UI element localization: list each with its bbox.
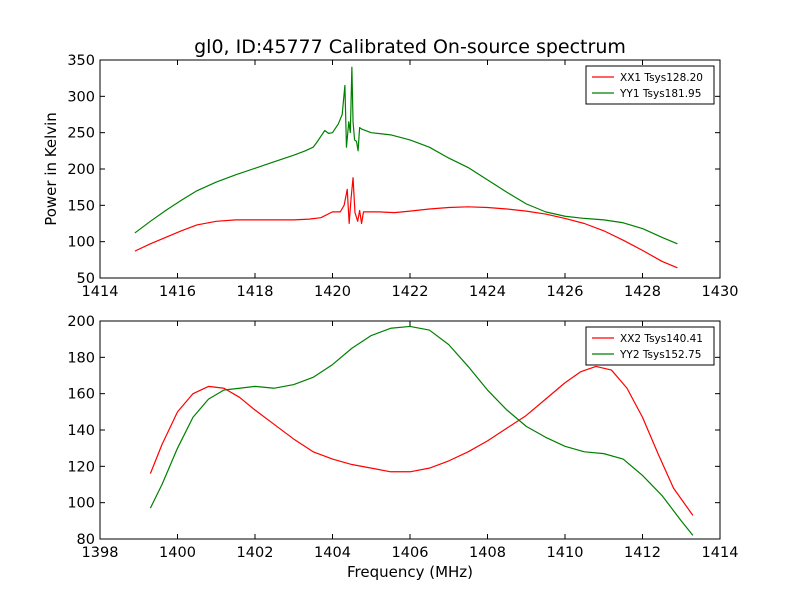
top-chart-x-tick-label: 1428: [624, 284, 661, 300]
bottom-chart-legend-box: [585, 326, 715, 366]
top-chart-y-tick-label: 200: [67, 162, 95, 178]
top-chart-y-axis-label: Power in Kelvin: [42, 112, 60, 226]
bottom-chart-x-tick-label: 1402: [237, 545, 274, 561]
bottom-chart-x-tick-label: 1414: [702, 545, 739, 561]
bottom-chart-x-tick-label: 1412: [624, 545, 661, 561]
top-chart-series-line-1: [134, 177, 678, 269]
bottom-chart-x-tick-label: 1400: [159, 545, 196, 561]
top-chart-y-tick-label: 300: [67, 89, 95, 105]
top-chart-plot: 1414 1416 1418 1420 1422 1424 1426 1428 1430 50 10…: [67, 53, 738, 300]
top-chart-x-tick-label: 1414: [82, 284, 119, 300]
top-chart-x-tick-label: 1422: [392, 284, 429, 300]
top-chart-x-tick-label: 1418: [237, 284, 274, 300]
top-chart-title: gl0, ID:45777 Calibrated On-source spect…: [194, 36, 626, 58]
top-chart-y-tick-label: 50: [77, 271, 95, 287]
bottom-chart-plot: 1398 1400 1402 1404 1406 1408 1410 1412 1414 80 10…: [67, 314, 738, 561]
bottom-chart-y-tick-label: 120: [67, 459, 95, 475]
top-chart-y-tick-label: 350: [67, 53, 95, 69]
top-chart-y-tick-label: 150: [67, 198, 95, 214]
top-chart-legend-box: [585, 65, 715, 105]
bottom-chart-legend: XX2 Tsys140.41 YY2 Tsys152.75: [585, 326, 715, 366]
top-chart-x-tick-label: 1416: [159, 284, 196, 300]
bottom-chart-x-tick-label: 1406: [392, 545, 429, 561]
bottom-chart-series-group: [149, 325, 694, 536]
top-chart-x-tick-label: 1430: [702, 284, 739, 300]
top-chart-legend-entry-1: XX1 Tsys128.20: [620, 72, 703, 84]
top-chart-series-group: [134, 66, 678, 269]
bottom-chart-y-tick-label: 140: [67, 423, 95, 439]
bottom-chart-x-tick-label: 1408: [469, 545, 506, 561]
top-chart-legend-entry-2: YY1 Tsys181.95: [619, 88, 701, 100]
bottom-chart-y-tick-label: 80: [77, 532, 95, 548]
bottom-chart-x-axis-label: Frequency (MHz): [347, 563, 473, 581]
bottom-chart-x-tick-label: 1398: [82, 545, 119, 561]
bottom-chart-series-line-2: [149, 325, 694, 536]
top-chart-x-tick-label: 1420: [314, 284, 351, 300]
top-chart-series-line-2: [134, 66, 678, 245]
top-chart-legend: XX1 Tsys128.20 YY1 Tsys181.95: [585, 65, 715, 105]
top-chart-x-tick-label: 1424: [469, 284, 506, 300]
bottom-chart-x-tick-label: 1410: [547, 545, 584, 561]
bottom-chart-y-tick-label: 100: [67, 496, 95, 512]
bottom-chart-y-tick-label: 180: [67, 350, 95, 366]
top-chart-y-tick-label: 250: [67, 126, 95, 142]
bottom-chart-legend-entry-1: XX2 Tsys140.41: [620, 333, 703, 345]
bottom-chart-legend-entry-2: YY2 Tsys152.75: [619, 349, 701, 361]
top-chart-y-tick-label: 100: [67, 235, 95, 251]
bottom-chart-y-tick-label: 200: [67, 314, 95, 330]
bottom-chart-y-tick-label: 160: [67, 387, 95, 403]
bottom-chart-x-tick-label: 1404: [314, 545, 351, 561]
top-chart-x-tick-label: 1426: [547, 284, 584, 300]
